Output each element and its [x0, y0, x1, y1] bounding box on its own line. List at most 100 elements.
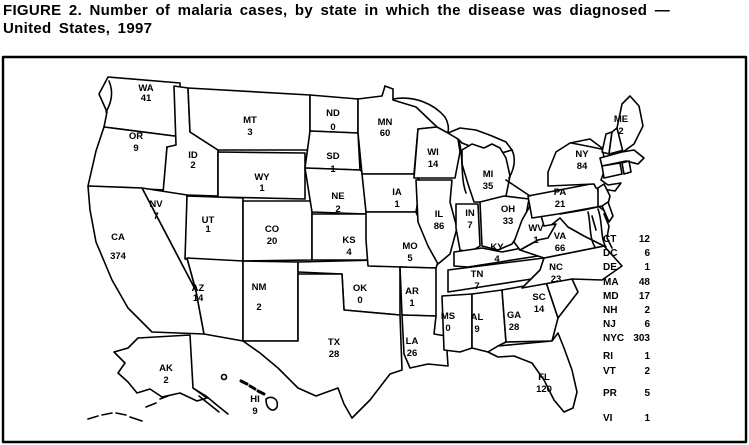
side-list-abbr-pr: PR — [603, 388, 617, 399]
state-value-nv: 7 — [153, 211, 158, 222]
aleutian-islands-detail — [87, 395, 169, 422]
state-label-ak: AK — [159, 363, 173, 374]
state-value-ky: 4 — [494, 254, 500, 265]
state-value-ia: 1 — [394, 199, 400, 210]
state-value-sc: 14 — [534, 304, 545, 315]
side-list-value-nyc: 303 — [633, 333, 650, 344]
state-value-tn: 7 — [474, 281, 479, 292]
state-value-me: 2 — [618, 126, 623, 137]
alaska-panhandle-detail — [192, 387, 229, 415]
state-value-in: 7 — [467, 220, 472, 231]
lake-ontario-outline — [570, 142, 602, 150]
state-label-ut: UT — [202, 215, 215, 226]
state-label-mn: MN — [378, 117, 393, 128]
side-list-row-de: DE 1 — [600, 262, 650, 274]
state-label-ca: CA — [111, 232, 125, 243]
state-shape-ca — [87, 185, 205, 335]
state-label-mt: MT — [243, 115, 257, 126]
state-label-al: AL — [471, 312, 484, 323]
side-list-row-vi: VI 1 — [600, 413, 650, 425]
state-value-ne: 2 — [335, 204, 340, 215]
side-list-abbr-nyc: NYC — [603, 333, 625, 344]
state-value-oh: 33 — [503, 216, 514, 227]
state-label-mo: MO — [402, 241, 417, 252]
state-label-az: AZ — [192, 283, 205, 294]
state-label-ok: OK — [353, 283, 367, 294]
side-list-row-ma: MA 48 — [600, 277, 650, 289]
side-list-value-nj: 6 — [644, 319, 650, 330]
state-shape-me — [616, 95, 644, 153]
state-label-ar: AR — [405, 286, 419, 297]
state-value-ms: 0 — [445, 323, 450, 334]
state-shape-ut — [184, 195, 244, 262]
state-shape-nc — [521, 245, 623, 289]
state-value-fl: 120 — [536, 384, 552, 395]
side-list-value-md: 17 — [638, 291, 650, 302]
state-shape-wi — [413, 126, 461, 179]
state-value-mn: 60 — [380, 128, 391, 139]
state-shape-wv — [513, 205, 557, 251]
state-label-in: IN — [465, 208, 475, 219]
side-list-value-de: 1 — [644, 262, 650, 273]
state-label-id: ID — [188, 150, 198, 161]
puget-sound-detail — [105, 80, 113, 113]
state-shape-de — [601, 201, 614, 223]
state-value-co: 20 — [267, 236, 278, 247]
side-list-row-dc: DC 6 — [600, 248, 650, 260]
side-list-abbr-de: DE — [603, 262, 617, 273]
figure-title: FIGURE 2. Number of malaria cases, by st… — [3, 2, 670, 38]
side-list-row-nj: NJ 6 — [600, 319, 650, 331]
side-list-value-pr: 5 — [644, 388, 650, 399]
hawaii-island-kauai — [220, 373, 228, 381]
state-label-il: IL — [435, 209, 444, 220]
state-value-hi: 9 — [252, 406, 257, 417]
state-label-wv: WV — [528, 223, 544, 234]
side-list-row-nyc: NYC 303 — [600, 333, 650, 345]
state-value-id: 2 — [190, 160, 195, 171]
state-value-nc: 23 — [551, 274, 562, 285]
figure-title-line2: United States, 1997 — [3, 20, 153, 37]
side-list-abbr-ma: MA — [603, 277, 619, 288]
state-shape-il — [415, 179, 458, 265]
side-list-abbr-vt: VT — [603, 366, 616, 377]
side-list-abbr-dc: DC — [603, 248, 618, 259]
side-list-row-ct: CT 12 — [600, 234, 650, 246]
state-value-wv: 1 — [533, 235, 539, 246]
state-value-mt: 3 — [247, 127, 252, 138]
state-shape-md-chesapeake-detail — [559, 205, 613, 249]
state-value-nm: 2 — [256, 302, 261, 313]
state-value-ga: 28 — [509, 322, 520, 333]
lake-superior-outline — [392, 97, 450, 133]
state-label-me: ME — [614, 114, 628, 125]
state-label-wi: WI — [427, 147, 439, 158]
state-value-tx: 28 — [329, 349, 340, 360]
side-list-abbr-nh: NH — [603, 305, 618, 316]
state-value-wy: 1 — [259, 183, 265, 194]
side-list-value-ri: 1 — [644, 351, 650, 362]
side-list-abbr-ri: RI — [603, 351, 613, 362]
side-list-abbr-nj: NJ — [603, 319, 616, 330]
side-list-row-ri: RI 1 — [600, 351, 650, 363]
hawaii-island-big-island — [265, 396, 279, 411]
state-label-wa: WA — [138, 83, 153, 94]
side-list-row-nh: NH 2 — [600, 305, 650, 317]
state-label-oh: OH — [501, 204, 515, 215]
state-value-ar: 1 — [409, 298, 415, 309]
state-shape-ms — [441, 293, 473, 353]
side-list-row-vt: VT 2 — [600, 366, 650, 378]
side-list-value-nh: 2 — [644, 305, 650, 316]
state-label-va: VA — [554, 231, 567, 242]
state-label-ny: NY — [575, 149, 589, 160]
state-label-mi: MI — [483, 169, 494, 180]
state-label-tn: TN — [471, 269, 484, 280]
state-shape-fl — [487, 332, 578, 413]
state-value-ut: 1 — [205, 224, 211, 235]
state-label-ky: KY — [490, 242, 504, 253]
side-list-abbr-ct: CT — [603, 234, 617, 245]
state-value-al: 9 — [474, 324, 479, 335]
state-shape-az — [186, 257, 244, 342]
state-value-ok: 0 — [357, 295, 362, 306]
state-label-la: LA — [406, 336, 419, 347]
state-label-sc: SC — [532, 292, 545, 303]
